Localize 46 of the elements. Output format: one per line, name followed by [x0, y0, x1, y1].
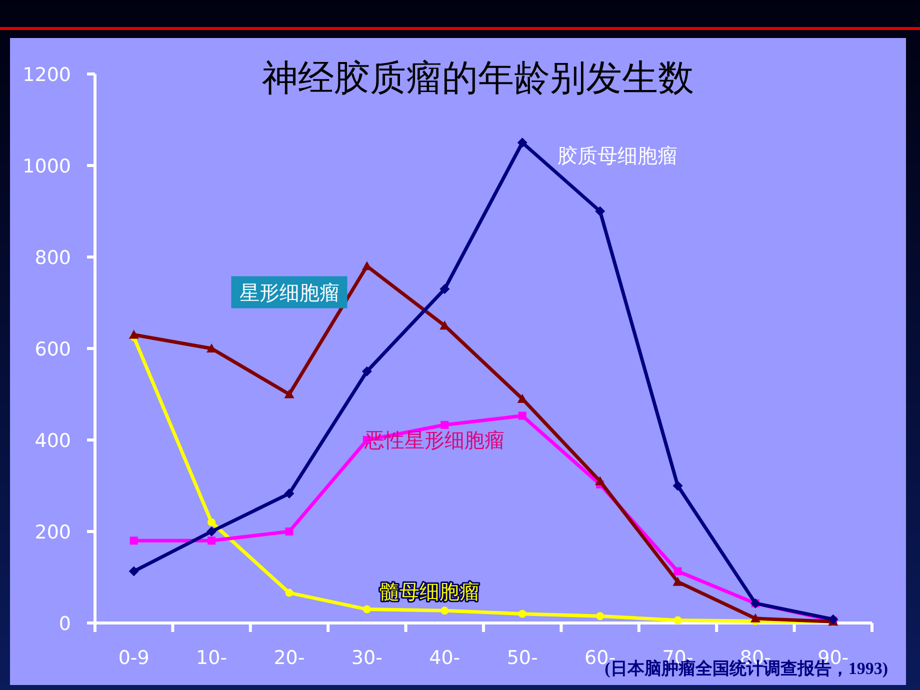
point	[208, 518, 216, 526]
y-tick-label: 600	[34, 338, 71, 360]
y-tick-label: 1000	[22, 156, 71, 178]
point	[128, 566, 139, 576]
point	[130, 536, 138, 545]
point	[518, 412, 526, 420]
point	[672, 480, 683, 491]
point	[596, 612, 604, 620]
point	[750, 613, 760, 622]
y-tick-label: 400	[34, 430, 71, 452]
point	[672, 576, 683, 586]
x-tick-label: 40-	[429, 647, 460, 669]
point	[517, 394, 528, 403]
point	[440, 420, 449, 429]
point	[440, 320, 450, 330]
point	[284, 488, 294, 499]
y-tick-label: 800	[34, 247, 71, 269]
chart-title: 神经胶质瘤的年龄别发生数	[262, 58, 694, 99]
point	[362, 605, 371, 614]
y-tick-label: 0	[58, 613, 71, 635]
point	[440, 606, 449, 615]
x-tick-label: 30-	[351, 647, 382, 669]
x-tick-label: 20-	[274, 647, 305, 669]
y-tick-label: 200	[34, 522, 71, 544]
point	[362, 366, 372, 376]
x-tick-label: 50-	[506, 647, 538, 669]
point	[285, 588, 294, 597]
point	[128, 330, 139, 339]
point	[517, 138, 528, 148]
point	[674, 567, 682, 576]
point	[285, 528, 294, 536]
point	[828, 614, 838, 624]
series-label: 星形细胞瘤	[239, 280, 340, 304]
series-label: 髓母细胞瘤	[380, 580, 480, 604]
point	[206, 526, 217, 536]
point	[440, 284, 450, 294]
point	[518, 610, 526, 618]
point	[595, 476, 606, 486]
point	[208, 536, 216, 545]
series-label: 胶质母细胞瘤	[557, 144, 678, 168]
x-tick-label: 10-	[196, 647, 228, 669]
point	[674, 616, 682, 624]
point	[595, 206, 606, 216]
point	[284, 389, 294, 398]
y-tick-label: 1200	[22, 64, 71, 86]
x-tick-label: 0-9	[118, 647, 150, 669]
